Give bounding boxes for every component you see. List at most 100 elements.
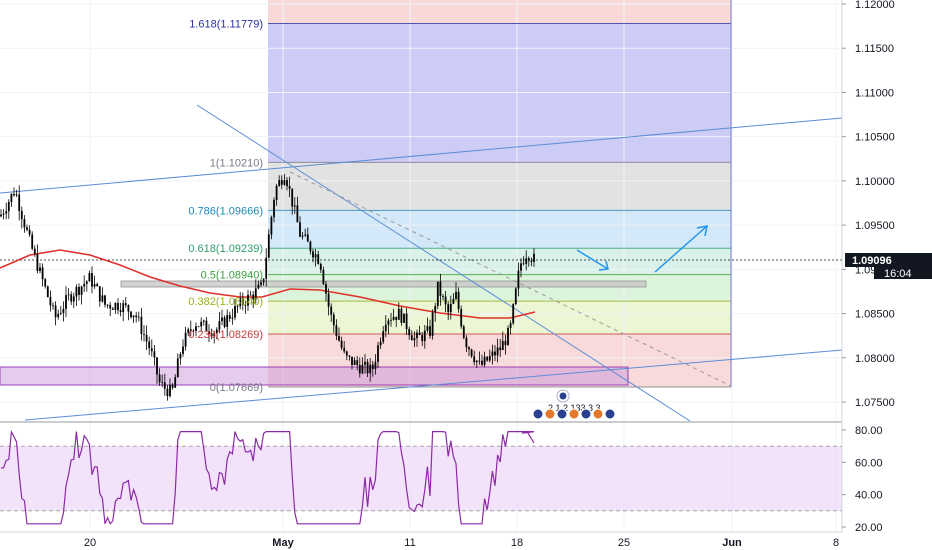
- candle-body: [501, 341, 504, 351]
- candle-body: [348, 355, 351, 357]
- date-tick-label: 25: [618, 537, 630, 549]
- candle-body: [83, 283, 86, 287]
- candle-body: [33, 248, 36, 254]
- fib-band-3: [268, 248, 731, 275]
- price-axis[interactable]: 1.12000 1.11500 1.11000 1.10500 1.10000 1.095…: [842, 0, 895, 409]
- rsi-axis[interactable]: 80.00 60.00 40.00 20.00: [842, 425, 883, 534]
- candle-body: [345, 351, 348, 356]
- candle-body: [514, 288, 517, 305]
- candle-body: [486, 356, 489, 361]
- candle-body: [439, 281, 442, 297]
- upper-channel-line[interactable]: [0, 117, 843, 194]
- candle-body: [496, 347, 499, 356]
- event-icon[interactable]: [592, 408, 604, 420]
- candle-body: [169, 384, 171, 397]
- up-arrow-shaft[interactable]: [654, 225, 708, 273]
- candle-body: [119, 310, 122, 313]
- candle-body: [111, 308, 114, 310]
- rsi-line[interactable]: [0, 430, 535, 525]
- candle-body: [239, 298, 242, 307]
- lower-channel-line[interactable]: [24, 349, 843, 421]
- candle-body: [184, 332, 187, 347]
- candle-body: [507, 327, 509, 346]
- candle-body: [57, 313, 60, 318]
- candle-body: [286, 180, 288, 187]
- candle-body: [171, 384, 174, 388]
- resistance-zone[interactable]: [120, 280, 647, 288]
- candle-body: [28, 229, 31, 235]
- event-icon[interactable]: [604, 408, 616, 420]
- event-icon[interactable]: [568, 408, 580, 420]
- candle-body: [533, 253, 535, 262]
- candle-body: [200, 321, 203, 327]
- candle-body: [202, 320, 205, 322]
- candle-body: [408, 329, 411, 336]
- candle-body: [392, 316, 395, 320]
- candle-body: [449, 303, 452, 313]
- candle-body: [252, 294, 255, 300]
- grid-lines: [0, 0, 842, 532]
- candle-body: [67, 294, 70, 296]
- candle-body: [431, 312, 434, 336]
- candle-body: [80, 286, 83, 295]
- candle-body: [426, 326, 429, 331]
- candle-body: [358, 365, 361, 374]
- fib-band-top: [268, 0, 731, 24]
- candle-body: [403, 313, 405, 323]
- candle-body: [182, 346, 184, 354]
- candle-body: [468, 347, 470, 350]
- candle-body: [109, 304, 112, 309]
- down-arrow-head: [598, 260, 609, 271]
- candle-body: [223, 317, 226, 327]
- candle-body: [478, 360, 481, 362]
- candle-body: [44, 279, 47, 287]
- candle-body: [475, 360, 478, 363]
- candle-body: [101, 295, 104, 302]
- event-icon[interactable]: [556, 408, 568, 420]
- candle-body: [163, 382, 166, 389]
- candle-body: [140, 316, 143, 335]
- candle-body: [70, 294, 73, 302]
- candle-body: [343, 347, 346, 352]
- candle-body: [483, 356, 486, 365]
- fib-band-4: [268, 274, 731, 302]
- descending-trend-line[interactable]: [196, 104, 691, 422]
- fib-level-label-3: 0.618(1.09239): [188, 243, 263, 255]
- candle-body: [75, 286, 78, 297]
- candle-body: [205, 320, 208, 332]
- candle-body: [491, 351, 494, 357]
- candle-body: [174, 377, 177, 388]
- candle-body: [280, 180, 283, 185]
- candle-body: [530, 260, 533, 262]
- candle-body: [267, 234, 270, 258]
- time-axis[interactable]: 20 May 11 18 25 Jun 8: [84, 537, 839, 549]
- candle-body: [54, 305, 57, 318]
- down-arrow-shaft[interactable]: [576, 249, 609, 270]
- dashed-projection-line[interactable]: [289, 171, 732, 387]
- event-icon[interactable]: [544, 408, 556, 420]
- candle-body: [98, 286, 101, 302]
- candlesticks: [0, 174, 535, 401]
- candle-body: [49, 297, 52, 306]
- fib-band-2: [268, 210, 731, 249]
- fibonacci-labels: 1.618(1.11779) 1(1.10210) 0.786(1.09666) 0.…: [188, 19, 263, 395]
- ma-line[interactable]: [0, 249, 536, 319]
- candle-body: [405, 313, 408, 330]
- candle-body: [78, 286, 80, 295]
- candle-body: [106, 304, 109, 306]
- event-icon[interactable]: [580, 408, 592, 420]
- candle-body: [158, 374, 161, 383]
- candle-body: [473, 356, 476, 363]
- event-icon[interactable]: [532, 408, 544, 420]
- candle-body: [470, 349, 473, 357]
- candle-body: [257, 284, 260, 289]
- candle-body: [410, 335, 413, 341]
- candle-body: [525, 258, 528, 264]
- candle-body: [283, 180, 286, 185]
- candle-body: [13, 193, 15, 196]
- candle-body: [85, 281, 88, 284]
- candle-body: [148, 341, 151, 349]
- candle-body: [221, 317, 223, 322]
- price-tick-label: 1.12000: [855, 0, 895, 11]
